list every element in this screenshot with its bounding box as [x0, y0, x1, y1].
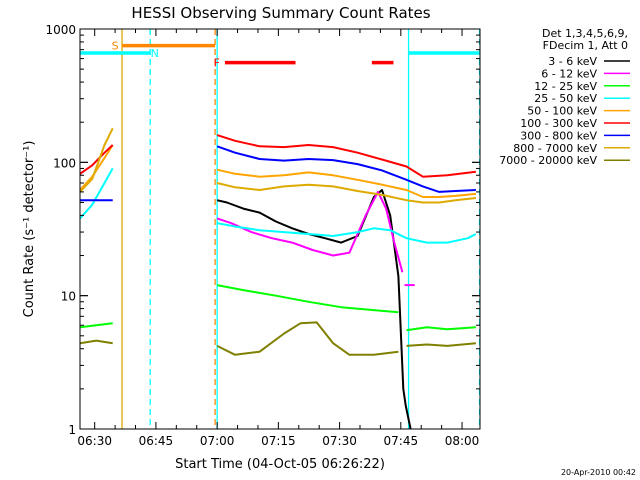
series-line-8-2	[216, 182, 477, 204]
x-tick-label: 07:30	[322, 434, 357, 448]
x-tick-label: 07:00	[200, 434, 235, 448]
series-5	[79, 144, 476, 198]
plot-area: S N F	[79, 28, 481, 430]
x-axis-ticks: 06:30 06:45 07:00 07:15 07:30 07:45 08:00	[77, 29, 479, 448]
series-1	[216, 189, 412, 430]
y-axis-label: Count Rate (s⁻¹ detector⁻¹)	[22, 141, 37, 318]
legend-label: 3 - 6 keV	[548, 55, 597, 68]
y-tick-label: 100	[53, 156, 76, 170]
series-line-8-1	[79, 127, 114, 193]
legend-title-line: Det 1,3,4,5,6,9,	[542, 27, 628, 40]
series-line-9-1	[79, 339, 113, 345]
x-tick-label: 07:15	[261, 434, 296, 448]
plot-frame	[79, 28, 481, 430]
x-axis-label: Start Time (04-Oct-05 06:26:22)	[175, 457, 385, 472]
series-line-4-1	[79, 167, 114, 220]
series-3	[79, 284, 476, 332]
flag-label-1: S	[112, 40, 119, 53]
x-tick-label: 06:30	[77, 434, 112, 448]
legend-label: 300 - 800 keV	[520, 129, 597, 142]
legend-title-line: FDecim 1, Att 0	[543, 39, 628, 52]
series-2	[216, 190, 415, 287]
legend-label: 50 - 100 keV	[527, 105, 597, 118]
legend-label: 7000 - 20000 keV	[499, 154, 597, 167]
plot-timestamp: 20-Apr-2010 00:42	[561, 468, 636, 477]
series-8	[79, 127, 477, 204]
x-tick-label: 08:00	[445, 434, 480, 448]
series-line-9-2	[216, 321, 399, 356]
series-line-7-2	[216, 145, 476, 193]
series-line-3-3	[406, 326, 476, 332]
series-line-1-1	[216, 189, 412, 430]
series-line-6-1	[79, 144, 114, 175]
flag-label-4: F	[214, 57, 220, 70]
series-line-5-1	[79, 144, 114, 191]
series-line-5-2	[216, 168, 476, 198]
series-9	[79, 321, 476, 356]
series-line-3-1	[79, 322, 113, 329]
legend: Det 1,3,4,5,6,9,FDecim 1, Att 0 3 - 6 keV…	[499, 27, 630, 167]
series-4	[79, 167, 477, 244]
series-line-3-2	[216, 284, 399, 314]
legend-label: 800 - 7000 keV	[513, 142, 597, 155]
series-7	[80, 145, 476, 202]
y-tick-label: 1	[68, 423, 76, 437]
flag-label-2: N	[151, 47, 159, 60]
chart-title: HESSI Observing Summary Count Rates	[131, 4, 430, 22]
series-line-9-3	[406, 342, 476, 347]
legend-label: 25 - 50 keV	[534, 92, 597, 105]
series-line-2-1	[216, 190, 404, 273]
x-tick-label: 06:45	[139, 434, 174, 448]
legend-label: 12 - 25 keV	[534, 80, 597, 93]
y-axis-ticks: 1 10 100 1000	[45, 23, 480, 437]
series-line-6-2	[216, 134, 477, 178]
series-6	[79, 134, 477, 178]
series-line-4-2	[216, 222, 477, 244]
y-tick-label: 10	[61, 290, 76, 304]
legend-label: 6 - 12 keV	[541, 67, 597, 80]
x-tick-label: 07:45	[384, 434, 419, 448]
y-tick-label: 1000	[45, 23, 76, 37]
legend-label: 100 - 300 keV	[520, 117, 597, 130]
